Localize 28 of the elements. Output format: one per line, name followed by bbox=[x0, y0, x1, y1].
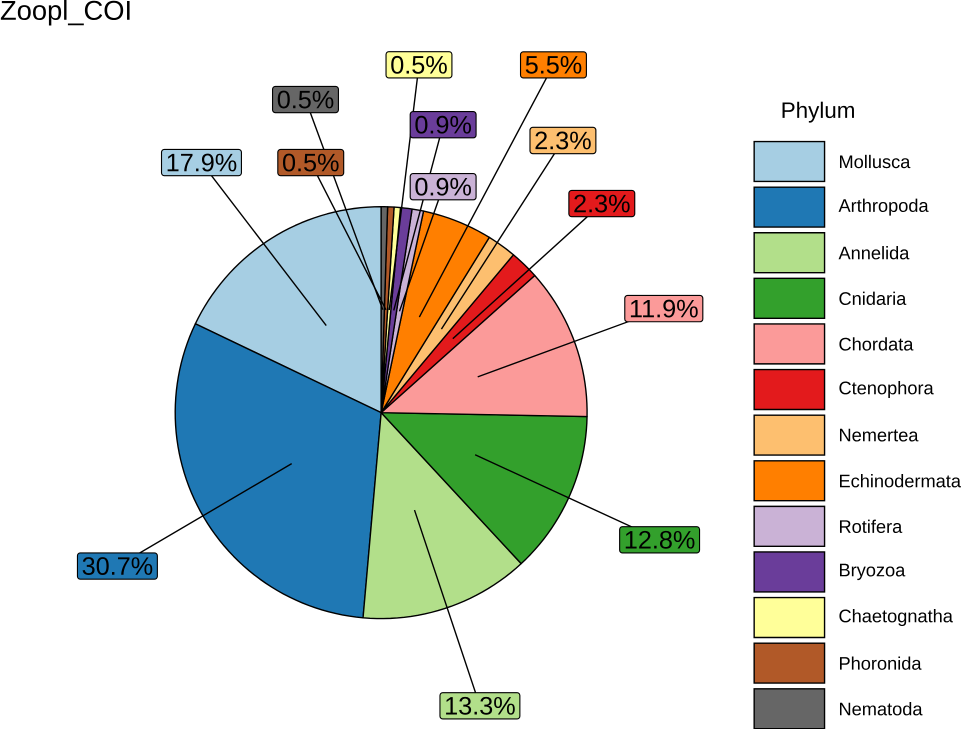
legend-title: Phylum bbox=[782, 101, 854, 122]
legend-label: Cnidaria bbox=[839, 291, 906, 305]
data-label: 13.3% bbox=[446, 696, 515, 715]
legend-label: Mollusca bbox=[840, 154, 910, 168]
legend-label: Arthropoda bbox=[838, 198, 929, 216]
data-label: 0.5% bbox=[282, 153, 339, 172]
data-label: 2.3% bbox=[574, 194, 630, 212]
legend-label: Nemertea bbox=[840, 428, 918, 442]
data-label: 0.9% bbox=[415, 178, 471, 196]
chart-title: Zoopl_COI bbox=[0, 0, 130, 26]
data-label: 17.9% bbox=[168, 153, 236, 172]
data-label: 12.8% bbox=[626, 530, 694, 548]
legend-label: Echinodermata bbox=[840, 474, 961, 488]
legend-label: Chordata bbox=[839, 337, 914, 350]
legend-label: Chaetognatha bbox=[839, 608, 953, 626]
data-label: 11.9% bbox=[630, 299, 698, 318]
data-label: 5.5% bbox=[526, 56, 582, 74]
data-label: 0.9% bbox=[415, 116, 471, 134]
legend-label: Nematoda bbox=[840, 702, 923, 716]
legend-label: Rotifera bbox=[840, 519, 902, 533]
legend-label: Ctenophora bbox=[839, 380, 934, 398]
legend-label: Phoronida bbox=[840, 656, 922, 670]
legend-label: Annelida bbox=[838, 246, 910, 260]
data-label: 30.7% bbox=[82, 556, 152, 575]
data-label: 2.3% bbox=[535, 131, 591, 150]
data-label: 0.5% bbox=[391, 56, 447, 74]
legend-label: Bryozoa bbox=[840, 564, 906, 580]
data-label: 0.5% bbox=[278, 90, 334, 108]
